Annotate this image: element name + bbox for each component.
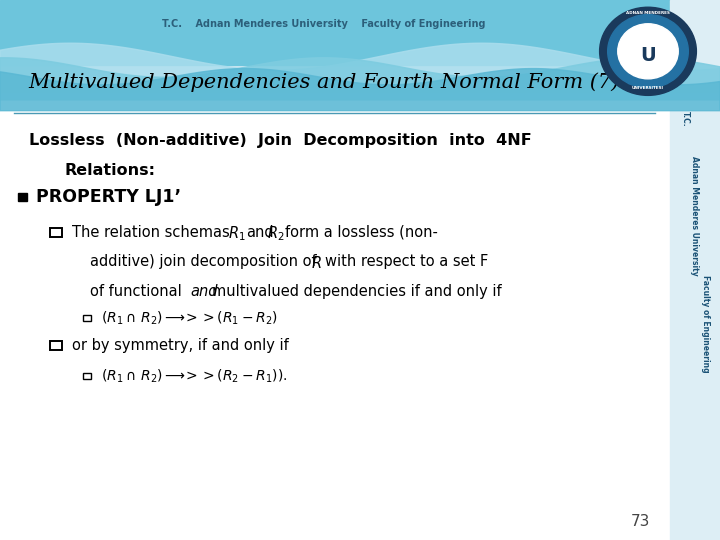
Text: multivalued dependencies if and only if: multivalued dependencies if and only if [212, 284, 502, 299]
Text: Lossless  (Non-additive)  Join  Decomposition  into  4NF: Lossless (Non-additive) Join Decompositi… [29, 133, 531, 148]
Text: of functional: of functional [90, 284, 186, 299]
Text: $R_2$: $R_2$ [267, 224, 284, 242]
Bar [18, 193, 27, 201]
Text: U: U [640, 46, 656, 65]
Bar [0, 0, 720, 65]
FancyBboxPatch shape [83, 373, 91, 379]
Polygon shape [0, 43, 720, 92]
Bar [0, 111, 670, 540]
Text: $(R_1 \cap\, R_2) \longrightarrow\!\!>>(R_1 - R_2)$: $(R_1 \cap\, R_2) \longrightarrow\!\!>>(… [101, 309, 278, 327]
Text: $R_1$: $R_1$ [228, 224, 246, 242]
Text: Multivalued Dependencies and Fourth Normal Form (7): Multivalued Dependencies and Fourth Norm… [29, 72, 620, 92]
Text: The relation schemas: The relation schemas [72, 225, 235, 240]
Text: with respect to a set F: with respect to a set F [325, 254, 488, 269]
Text: $R$: $R$ [311, 255, 322, 271]
Text: UNIVERSITESI: UNIVERSITESI [632, 86, 664, 90]
Text: T.C.    Adnan Menderes University    Faculty of Engineering: T.C. Adnan Menderes University Faculty o… [162, 19, 486, 29]
Text: ADNAN MENDERES: ADNAN MENDERES [626, 11, 670, 15]
Circle shape [600, 7, 696, 96]
Text: 73: 73 [631, 514, 650, 529]
Circle shape [618, 24, 678, 79]
Circle shape [608, 15, 688, 88]
Polygon shape [0, 58, 720, 100]
Text: Faculty of Engineering: Faculty of Engineering [701, 275, 710, 373]
FancyBboxPatch shape [83, 315, 91, 321]
Text: PROPERTY LJ1’: PROPERTY LJ1’ [36, 188, 181, 206]
Text: additive) join decomposition of: additive) join decomposition of [90, 254, 321, 269]
Text: T.C.: T.C. [681, 111, 690, 126]
Text: Relations:: Relations: [65, 163, 156, 178]
Text: Adnan Menderes University: Adnan Menderes University [690, 156, 699, 276]
Text: $(R_1 \cap\, R_2) \longrightarrow\!\!>>(R_2 - R_1)$).: $(R_1 \cap\, R_2) \longrightarrow\!\!>>(… [101, 368, 287, 385]
Text: and: and [190, 284, 217, 299]
Text: form a lossless (non-: form a lossless (non- [285, 225, 438, 240]
Bar [670, 0, 720, 540]
FancyBboxPatch shape [50, 341, 62, 350]
Text: and: and [246, 225, 274, 240]
Polygon shape [0, 69, 720, 111]
FancyBboxPatch shape [50, 228, 62, 237]
Text: or by symmetry, if and only if: or by symmetry, if and only if [72, 338, 289, 353]
